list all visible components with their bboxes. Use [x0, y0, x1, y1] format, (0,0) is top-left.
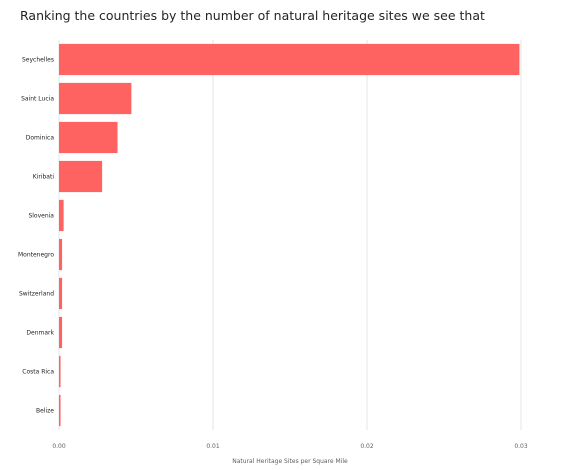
category-label: Costa Rica: [22, 369, 54, 376]
bars: [59, 43, 520, 427]
bar[interactable]: [59, 238, 63, 271]
category-label: Denmark: [26, 330, 54, 337]
bar[interactable]: [59, 82, 132, 115]
category-label: Saint Lucia: [21, 96, 54, 103]
category-label: Dominica: [26, 135, 55, 142]
category-label: Kiribati: [33, 174, 55, 181]
bar[interactable]: [59, 355, 61, 388]
x-tick-label: 0.03: [514, 443, 528, 450]
bar[interactable]: [59, 394, 61, 427]
x-tick-label: 0.02: [360, 443, 374, 450]
x-tick-label: 0.01: [206, 443, 220, 450]
bar[interactable]: [59, 121, 118, 154]
bar[interactable]: [59, 316, 63, 349]
chart-title: Ranking the countries by the number of n…: [20, 8, 485, 23]
category-label: Montenegro: [18, 252, 54, 259]
category-labels: Seychelles Saint Lucia Dominica Kiribati Slo…: [18, 57, 55, 415]
x-axis-ticks: 0.00 0.01 0.02 0.03: [52, 443, 528, 450]
x-axis-title: Natural Heritage Sites per Square Mile: [232, 458, 348, 465]
category-label: Belize: [36, 408, 54, 415]
bar[interactable]: [59, 160, 103, 193]
category-label: Switzerland: [19, 291, 54, 298]
x-tick-label: 0.00: [52, 443, 66, 450]
category-label: Slovenia: [28, 213, 54, 220]
bar[interactable]: [59, 199, 64, 232]
bar[interactable]: [59, 43, 520, 76]
category-label: Seychelles: [22, 57, 54, 64]
bar[interactable]: [59, 277, 63, 310]
